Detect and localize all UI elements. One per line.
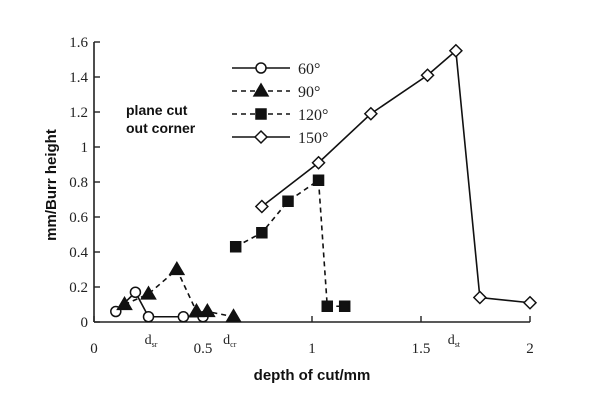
triangle-marker bbox=[188, 303, 205, 318]
square-marker bbox=[255, 108, 267, 120]
triangle-marker bbox=[140, 285, 157, 300]
x-tick-label: 0 bbox=[90, 341, 98, 357]
diamond-marker bbox=[420, 68, 435, 83]
y-tick-label: 0 bbox=[81, 315, 89, 331]
triangle-marker bbox=[199, 303, 216, 318]
y-ticks: 0 0.2 0.4 0.6 0.8 1 1.2 1.4 1.6 bbox=[69, 35, 100, 331]
y-tick-label: 1.4 bbox=[69, 70, 88, 86]
legend-label: 60° bbox=[298, 61, 320, 78]
x-axis-title: depth of cut/mm bbox=[254, 367, 371, 384]
legend-label: 120° bbox=[298, 107, 328, 124]
critical-depth-label: dcr bbox=[223, 333, 237, 349]
square-marker bbox=[256, 227, 268, 239]
legend-label: 90° bbox=[298, 84, 320, 101]
diamond-marker bbox=[253, 129, 269, 145]
triangle-marker bbox=[116, 296, 133, 311]
annotation-line-1: plane cut bbox=[126, 102, 188, 118]
circle-marker bbox=[129, 286, 142, 298]
square-marker bbox=[229, 241, 242, 253]
diamond-marker bbox=[472, 290, 487, 305]
circle-marker bbox=[255, 62, 267, 74]
diamond-marker bbox=[311, 155, 326, 170]
legend-entry: 150° bbox=[232, 129, 328, 147]
diamond-marker bbox=[448, 43, 463, 58]
square-marker bbox=[338, 300, 351, 312]
y-tick-label: 0.8 bbox=[69, 175, 88, 191]
y-tick-label: 1 bbox=[81, 140, 89, 156]
x-tick-label: 0.5 bbox=[194, 341, 213, 357]
series-group bbox=[110, 43, 538, 323]
triangle-marker bbox=[225, 308, 242, 323]
circle-marker bbox=[142, 311, 155, 323]
y-tick-label: 0.2 bbox=[69, 280, 88, 296]
legend-label: 150° bbox=[298, 130, 328, 147]
legend-entry: 120° bbox=[232, 107, 328, 124]
x-tick-label: 1.5 bbox=[412, 341, 431, 357]
x-tick-label: 1 bbox=[308, 341, 316, 357]
critical-depth-label: dsr bbox=[145, 333, 158, 349]
annotation-line-2: out corner bbox=[126, 120, 196, 136]
critical-depth-label: dst bbox=[448, 333, 461, 349]
diamond-marker bbox=[363, 106, 378, 121]
legend: 60° 90° 120° 150° bbox=[232, 61, 328, 147]
y-tick-label: 0.4 bbox=[69, 245, 88, 261]
critical-depth-labels: dsr dcr dst bbox=[145, 333, 461, 349]
y-tick-label: 1.6 bbox=[69, 35, 88, 51]
square-marker bbox=[321, 300, 334, 312]
y-axis-title: mm/Burr height bbox=[43, 129, 60, 241]
triangle-marker bbox=[168, 261, 186, 276]
y-tick-label: 1.2 bbox=[69, 105, 88, 121]
y-tick-label: 0.6 bbox=[69, 210, 88, 226]
series-2 bbox=[116, 261, 242, 323]
legend-entry: 90° bbox=[232, 82, 320, 101]
triangle-marker bbox=[252, 82, 270, 97]
series-3 bbox=[229, 174, 351, 312]
square-marker bbox=[312, 174, 325, 186]
series-4 bbox=[254, 43, 538, 310]
square-marker bbox=[282, 195, 294, 207]
circle-marker bbox=[177, 311, 190, 323]
diamond-marker bbox=[522, 295, 538, 310]
diamond-marker bbox=[254, 199, 269, 214]
legend-entry: 60° bbox=[232, 61, 320, 78]
x-tick-label: 2 bbox=[526, 341, 534, 357]
